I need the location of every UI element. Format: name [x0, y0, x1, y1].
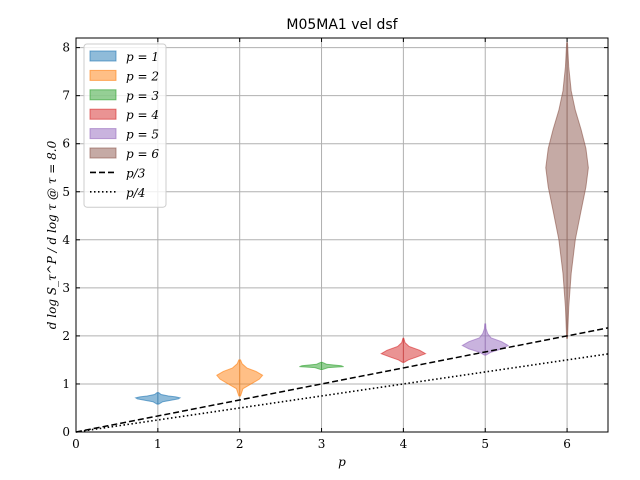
x-tick-label: 2 [236, 437, 244, 451]
x-axis-label: p [338, 455, 346, 469]
x-tick-label: 6 [563, 437, 571, 451]
line-p-third [75, 327, 609, 433]
chart-title: M05MA1 vel dsf [286, 17, 398, 33]
legend-swatch-6 [89, 147, 117, 159]
y-tick-label: 6 [62, 137, 70, 151]
y-tick-label: 8 [62, 41, 70, 55]
legend-swatch-3 [89, 89, 117, 101]
violin-5 [461, 323, 510, 356]
x-tick-label: 4 [400, 437, 408, 451]
y-tick-label: 0 [62, 425, 70, 439]
x-tick-label: 3 [318, 437, 326, 451]
violin-4 [380, 337, 427, 363]
x-tick-label: 5 [481, 437, 489, 451]
legend: p = 1 p = 2 p = 3 p = 4 p = 5 p = 6 p/3 p/4 [83, 43, 167, 208]
legend-line-label-1: p/3 [126, 166, 146, 180]
violin-1 [134, 392, 182, 405]
legend-label-6: p = 6 [126, 147, 159, 161]
legend-label-3: p = 3 [126, 89, 159, 103]
legend-swatch-1 [89, 50, 117, 62]
legend-swatch-2 [89, 69, 117, 81]
legend-label-2: p = 2 [126, 69, 159, 83]
y-tick-label: 3 [62, 281, 70, 295]
y-axis-label: d log S_τ^P / d log τ @ τ = 8.0 [45, 140, 59, 329]
violin-6 [545, 42, 589, 339]
reference-lines [75, 327, 609, 433]
x-tick-label: 0 [72, 437, 80, 451]
violin-3 [299, 361, 344, 371]
legend-swatch-4 [89, 108, 117, 120]
x-tick-label: 1 [154, 437, 162, 451]
legend-label-4: p = 4 [126, 108, 159, 122]
y-tick-label: 2 [62, 329, 70, 343]
ticks: 0 1 2 3 4 5 6 0 1 2 3 4 5 6 7 8 [62, 38, 608, 451]
violin-2 [216, 359, 264, 397]
y-tick-label: 1 [62, 377, 70, 391]
violins [134, 42, 589, 405]
legend-box [83, 43, 167, 208]
grid [75, 38, 608, 433]
y-tick-label: 7 [62, 89, 70, 103]
legend-swatch-5 [89, 128, 117, 140]
legend-label-5: p = 5 [126, 128, 159, 142]
plot-frame [75, 37, 609, 433]
legend-line-label-2: p/4 [126, 186, 145, 200]
legend-label-1: p = 1 [126, 50, 159, 64]
y-tick-label: 4 [62, 233, 70, 247]
line-p-quarter [75, 353, 609, 433]
y-tick-label: 5 [62, 185, 70, 199]
